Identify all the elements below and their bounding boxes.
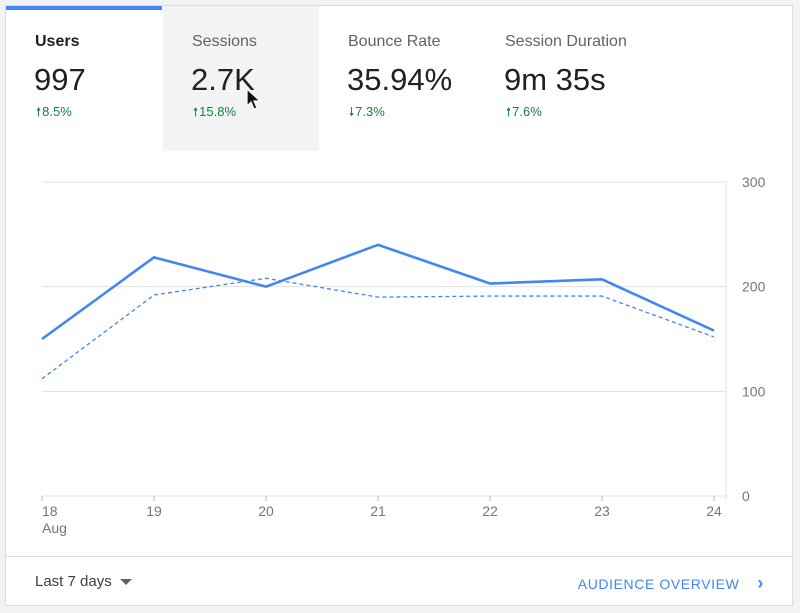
line-chart: 300 200 100 0 18 19 20 21 22 23 24 Aug (41, 174, 766, 536)
metric-delta: 🠕15.8% (193, 104, 237, 119)
metric-value: 35.94% (347, 62, 453, 97)
tab-users[interactable]: Users 997 🠕8.5% (6, 6, 162, 151)
series-line-previous (41, 277, 715, 380)
metric-value: 997 (34, 62, 86, 97)
tab-sessions[interactable]: Sessions 2.7K 🠕15.8% (163, 6, 319, 151)
metric-tabs: Users 997 🠕8.5% Sessions 2.7K 🠕15.8% Bou… (6, 6, 792, 151)
date-range-dropdown[interactable]: Last 7 days (35, 573, 132, 590)
date-range-label: Last 7 days (35, 573, 112, 590)
x-tick-label: 21 (370, 503, 386, 519)
metric-value: 2.7K (191, 62, 255, 97)
metric-delta: 🠕7.6% (506, 104, 542, 119)
x-tick-label: 22 (482, 503, 498, 519)
x-tick-label: 19 (146, 503, 162, 519)
metric-label: Sessions (192, 33, 257, 50)
chevron-right-icon: › (757, 573, 764, 593)
metric-delta: 🠕8.5% (36, 104, 72, 119)
x-tick-label: 24 (706, 503, 722, 519)
caret-down-icon (119, 579, 132, 586)
analytics-card: Users 997 🠕8.5% Sessions 2.7K 🠕15.8% Bou… (5, 5, 793, 606)
x-tick-sublabel: Aug (42, 520, 67, 536)
tab-bounce-rate[interactable]: Bounce Rate 35.94% 🠗7.3% (319, 6, 475, 151)
audience-overview-label: AUDIENCE OVERVIEW (577, 576, 740, 592)
footer-divider (6, 556, 792, 557)
tab-session-duration[interactable]: Session Duration 9m 35s 🠕7.6% (476, 6, 676, 151)
x-tick-label: 18 (42, 503, 58, 519)
y-tick-label: 200 (742, 279, 766, 295)
x-tick-label: 23 (594, 503, 610, 519)
active-tab-indicator (6, 6, 162, 10)
metric-value: 9m 35s (504, 62, 606, 97)
arrow-up-icon: 🠕 (506, 105, 512, 119)
audience-overview-link[interactable]: AUDIENCE OVERVIEW › (578, 573, 764, 594)
series-line-current (41, 243, 715, 341)
metric-label: Session Duration (505, 33, 627, 50)
y-tick-label: 300 (742, 174, 766, 190)
y-tick-label: 100 (742, 383, 766, 399)
x-tick-label: 20 (258, 503, 274, 519)
metric-delta: 🠗7.3% (349, 104, 385, 119)
arrow-up-icon: 🠕 (36, 105, 42, 119)
arrow-down-icon: 🠗 (349, 105, 355, 119)
metric-label: Bounce Rate (348, 33, 441, 50)
arrow-up-icon: 🠕 (193, 105, 199, 119)
y-tick-label: 0 (742, 488, 750, 504)
metric-label: Users (35, 33, 80, 50)
mouse-pointer-icon (246, 88, 262, 110)
